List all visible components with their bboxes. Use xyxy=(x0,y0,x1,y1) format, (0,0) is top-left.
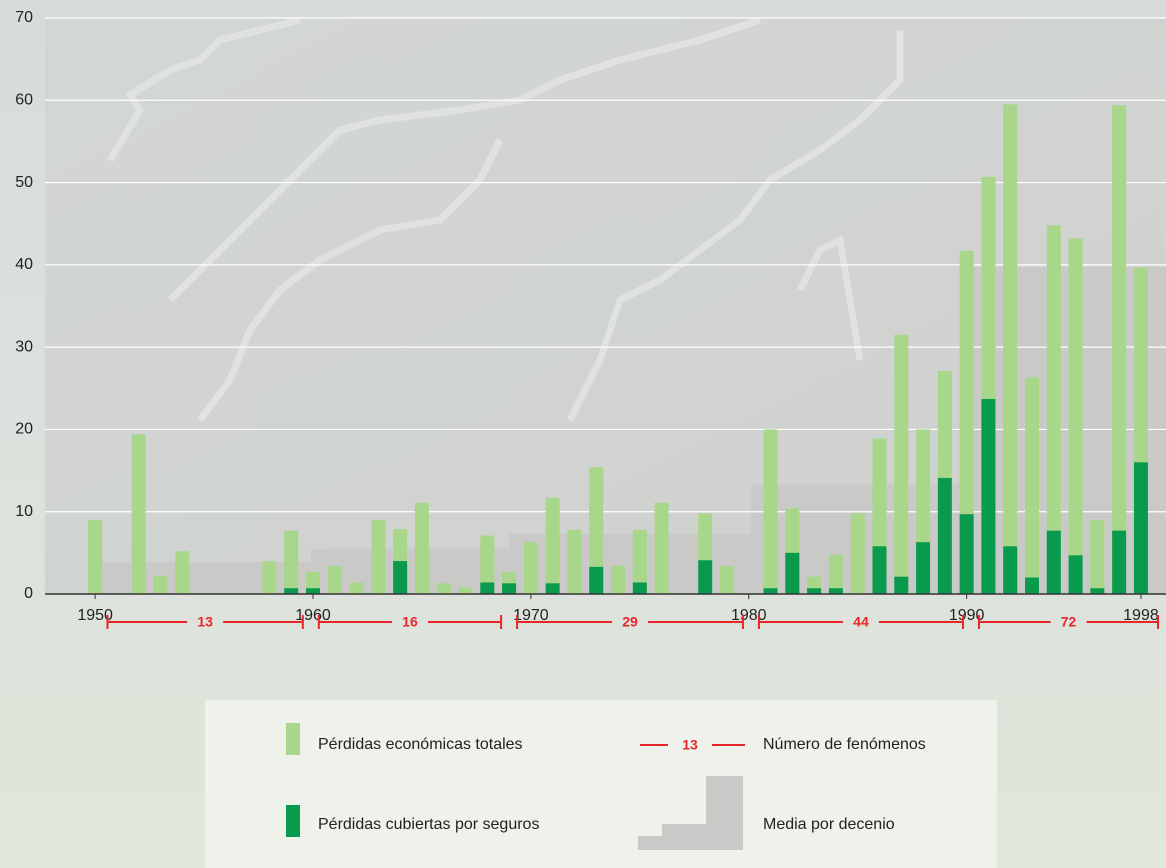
bar-insured xyxy=(502,583,516,594)
bar-total xyxy=(764,429,778,594)
bar-insured xyxy=(633,582,647,594)
bar-total xyxy=(284,531,298,594)
bar-total xyxy=(437,583,451,594)
bar-total xyxy=(415,503,429,594)
bar-insured xyxy=(546,583,560,594)
bar-insured xyxy=(1047,531,1061,594)
bar-insured xyxy=(589,567,603,594)
bar-total xyxy=(1112,105,1126,594)
bar-insured xyxy=(807,588,821,594)
event-count: 29 xyxy=(622,614,638,630)
bar-total xyxy=(1090,520,1104,594)
y-tick-label: 50 xyxy=(15,174,33,191)
bar-insured xyxy=(960,514,974,594)
y-tick-label: 20 xyxy=(15,421,33,438)
legend-label: Pérdidas cubiertas por seguros xyxy=(318,816,539,833)
decade-mean xyxy=(509,534,751,594)
y-tick-label: 60 xyxy=(15,92,33,109)
y-tick-label: 10 xyxy=(15,503,33,520)
bar-insured xyxy=(1112,531,1126,594)
chart: 0102030405060701950196019701980199019981… xyxy=(0,0,1166,868)
bar-insured xyxy=(284,588,298,594)
bar-total xyxy=(1003,104,1017,594)
bar-total xyxy=(851,513,865,594)
legend-swatch xyxy=(286,723,300,755)
legend-sample-number: 13 xyxy=(682,737,698,753)
bar-insured xyxy=(1069,555,1083,594)
bar-total xyxy=(153,576,167,594)
bar-total xyxy=(524,542,538,594)
bar-insured xyxy=(1003,546,1017,594)
bar-total xyxy=(88,520,102,594)
bar-total xyxy=(371,520,385,594)
bar-insured xyxy=(938,478,952,594)
bar-total xyxy=(655,503,669,594)
bar-total xyxy=(720,566,734,594)
bar-insured xyxy=(764,588,778,594)
bar-insured xyxy=(829,588,843,594)
y-tick-label: 70 xyxy=(15,9,33,26)
bar-insured xyxy=(1090,588,1104,594)
event-count: 44 xyxy=(853,614,869,630)
event-count: 16 xyxy=(402,614,418,630)
legend-label: Pérdidas económicas totales xyxy=(318,736,523,753)
bar-total xyxy=(1069,239,1083,594)
bar-insured xyxy=(480,582,494,594)
bar-total xyxy=(567,530,581,594)
bar-total xyxy=(611,566,625,594)
bar-insured xyxy=(698,560,712,594)
bar-total xyxy=(175,551,189,594)
bar-insured xyxy=(894,577,908,594)
bar-total xyxy=(546,498,560,594)
y-tick-label: 40 xyxy=(15,256,33,273)
bar-insured xyxy=(1025,578,1039,594)
y-tick-label: 0 xyxy=(24,585,33,602)
bar-insured xyxy=(872,546,886,594)
legend-label: Número de fenómenos xyxy=(763,736,926,753)
bar-insured xyxy=(981,399,995,594)
bar-insured xyxy=(785,553,799,594)
bar-total xyxy=(894,335,908,594)
bar-total xyxy=(132,434,146,594)
event-count: 72 xyxy=(1061,614,1077,630)
bar-total xyxy=(1025,378,1039,594)
legend-swatch xyxy=(286,805,300,837)
legend-label: Media por decenio xyxy=(763,816,895,833)
bar-insured xyxy=(306,588,320,594)
decade-mean xyxy=(99,562,310,594)
bar-total xyxy=(459,587,473,594)
bar-insured xyxy=(1134,462,1148,594)
legend-box xyxy=(205,700,997,868)
bar-total xyxy=(350,582,364,594)
bar-insured xyxy=(393,561,407,594)
bar-total xyxy=(328,566,342,594)
bar-insured xyxy=(916,542,930,594)
bar-total xyxy=(829,555,843,594)
y-tick-label: 30 xyxy=(15,338,33,355)
bar-total xyxy=(262,561,276,594)
event-count: 13 xyxy=(197,614,213,630)
